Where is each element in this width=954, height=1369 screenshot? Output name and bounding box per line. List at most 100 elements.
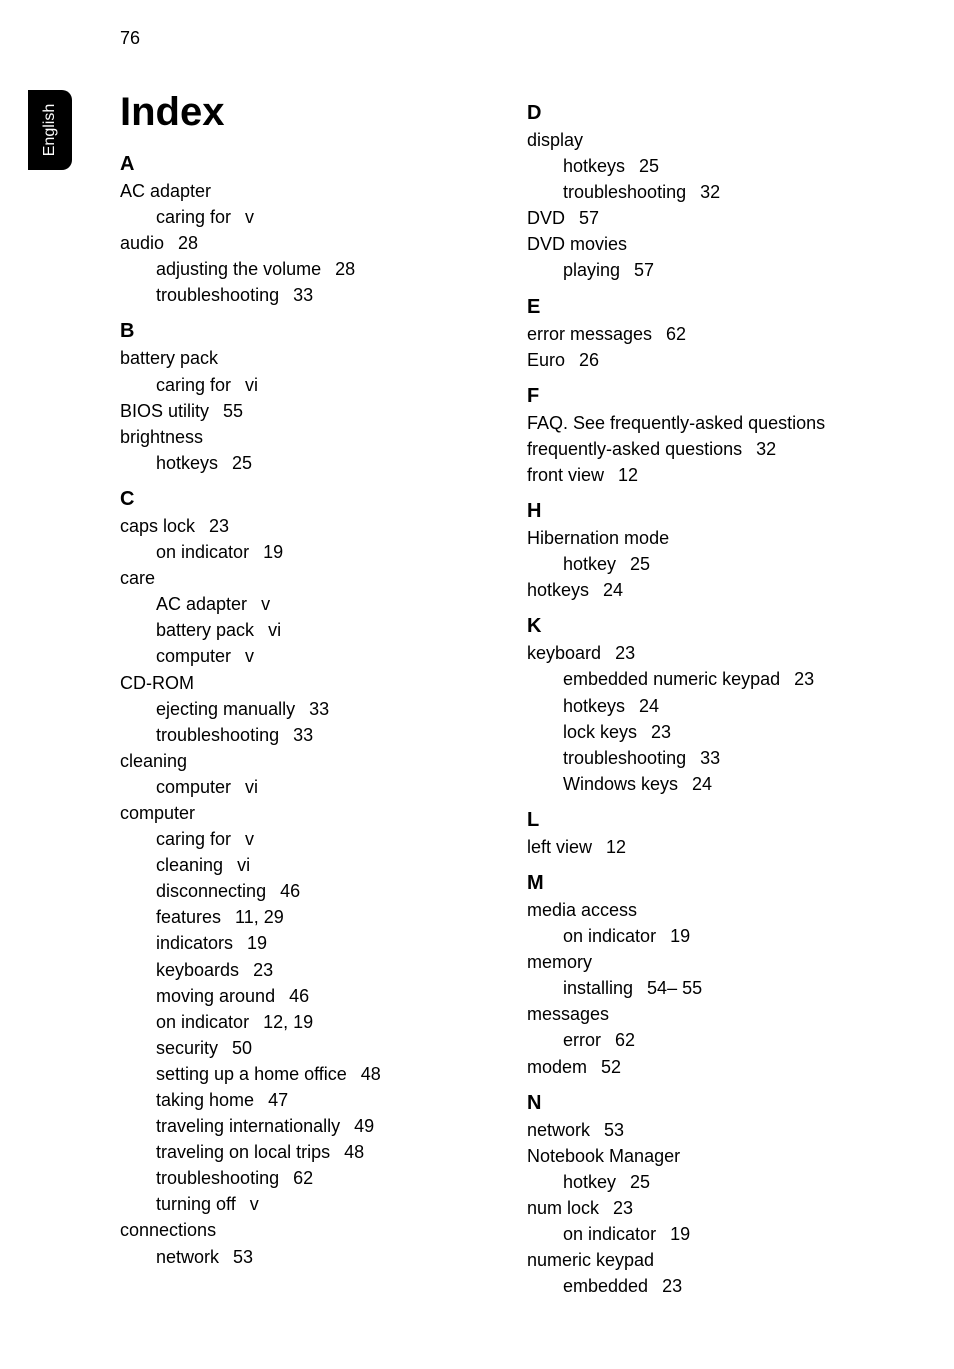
index-entry: CD-ROM [120, 670, 507, 696]
entry-text: hotkeys [527, 580, 589, 600]
entry-pages: 19 [670, 926, 690, 946]
index-entry: memory [527, 949, 914, 975]
index-entry: error messages62 [527, 321, 914, 347]
index-entry: FAQ. See frequently-asked questions [527, 410, 914, 436]
entry-text: hotkey [563, 554, 616, 574]
index-subentry: troubleshooting32 [527, 179, 914, 205]
index-entry: caps lock23 [120, 513, 507, 539]
entry-text: caring for [156, 375, 231, 395]
entry-pages: 11, 29 [235, 907, 284, 927]
entry-pages: 46 [280, 881, 300, 901]
entry-pages: 57 [634, 260, 654, 280]
index-subentry: AC adapterv [120, 591, 507, 617]
index-subentry: moving around 46 [120, 983, 507, 1009]
entry-text: computer [120, 803, 195, 823]
entry-text: BIOS utility [120, 401, 209, 421]
entry-text: brightness [120, 427, 203, 447]
entry-pages: 12 [618, 465, 638, 485]
index-subentry: caring forvi [120, 372, 507, 398]
index-subentry: battery packvi [120, 617, 507, 643]
entry-text: computer [156, 777, 231, 797]
entry-text: installing [563, 978, 633, 998]
entry-pages: 62 [615, 1030, 635, 1050]
entry-pages: 23 [253, 960, 273, 980]
entry-text: moving around [156, 986, 275, 1006]
entry-pages: 46 [289, 986, 309, 1006]
index-subentry: hotkeys25 [527, 153, 914, 179]
index-entry: DVD movies [527, 231, 914, 257]
entry-text: keyboards [156, 960, 239, 980]
entry-text: ejecting manually [156, 699, 295, 719]
entry-text: caring for [156, 207, 231, 227]
entry-pages: 26 [579, 350, 599, 370]
section-letter: H [527, 500, 914, 523]
index-subentry: ejecting manually33 [120, 696, 507, 722]
section-letter: A [120, 153, 507, 176]
index-subentry: embedded numeric keypad23 [527, 666, 914, 692]
index-entry: frequently-asked questions32 [527, 436, 914, 462]
entry-pages: 19 [263, 542, 283, 562]
entry-pages: 33 [700, 748, 720, 768]
index-entry: numeric keypad [527, 1247, 914, 1273]
entry-text: on indicator [563, 926, 656, 946]
entry-pages: 62 [293, 1168, 313, 1188]
index-entry: connections [120, 1217, 507, 1243]
entry-text: battery pack [120, 348, 218, 368]
index-subentry: troubleshooting33 [120, 282, 507, 308]
index-entry: messages [527, 1001, 914, 1027]
entry-text: error [563, 1030, 601, 1050]
entry-pages: v [250, 1194, 259, 1214]
index-subentry: playing57 [527, 257, 914, 283]
index-entry: keyboard23 [527, 640, 914, 666]
language-tab: English [28, 90, 72, 170]
entry-pages: 24 [639, 696, 659, 716]
index-subentry: error 62 [527, 1027, 914, 1053]
entry-text: Windows keys [563, 774, 678, 794]
left-column: Index AAC adaptercaring forvaudio28adjus… [120, 90, 517, 1299]
section-letter: B [120, 320, 507, 343]
entry-text: messages [527, 1004, 609, 1024]
index-subentry: on indicator 19 [120, 539, 507, 565]
entry-text: numeric keypad [527, 1250, 654, 1270]
entry-text: disconnecting [156, 881, 266, 901]
entry-text: battery pack [156, 620, 254, 640]
index-entry: display [527, 127, 914, 153]
index-subentry: adjusting the volume28 [120, 256, 507, 282]
entry-pages: 19 [670, 1224, 690, 1244]
entry-pages: 49 [354, 1116, 374, 1136]
entry-text: hotkey [563, 1172, 616, 1192]
entry-pages: 48 [361, 1064, 381, 1084]
index-subentry: troubleshooting33 [120, 722, 507, 748]
index-subentry: hotkeys25 [120, 450, 507, 476]
index-content: Index AAC adaptercaring forvaudio28adjus… [120, 90, 914, 1299]
index-subentry: setting up a home office48 [120, 1061, 507, 1087]
index-subentry: Windows keys24 [527, 771, 914, 797]
entry-text: memory [527, 952, 592, 972]
entry-pages: vi [237, 855, 250, 875]
entry-text: traveling internationally [156, 1116, 340, 1136]
entry-pages: 25 [630, 1172, 650, 1192]
index-entry: hotkeys24 [527, 577, 914, 603]
entry-text: caring for [156, 829, 231, 849]
index-entry: Euro26 [527, 347, 914, 373]
index-subentry: network53 [120, 1244, 507, 1270]
entry-text: network [156, 1247, 219, 1267]
index-entry: cleaning [120, 748, 507, 774]
index-entry: front view12 [527, 462, 914, 488]
index-subentry: keyboards 23 [120, 957, 507, 983]
entry-pages: 48 [344, 1142, 364, 1162]
entry-text: computer [156, 646, 231, 666]
index-subentry: computerv [120, 643, 507, 669]
entry-text: DVD movies [527, 234, 627, 254]
index-entry: AC adapter [120, 178, 507, 204]
index-subentry: on indicator12, 19 [120, 1009, 507, 1035]
entry-text: troubleshooting [156, 1168, 279, 1188]
entry-pages: 23 [662, 1276, 682, 1296]
section-letter: M [527, 872, 914, 895]
entry-text: DVD [527, 208, 565, 228]
entry-text: on indicator [156, 542, 249, 562]
entry-text: hotkeys [563, 156, 625, 176]
index-subentry: lock keys23 [527, 719, 914, 745]
entry-text: media access [527, 900, 637, 920]
entry-pages: 23 [209, 516, 229, 536]
